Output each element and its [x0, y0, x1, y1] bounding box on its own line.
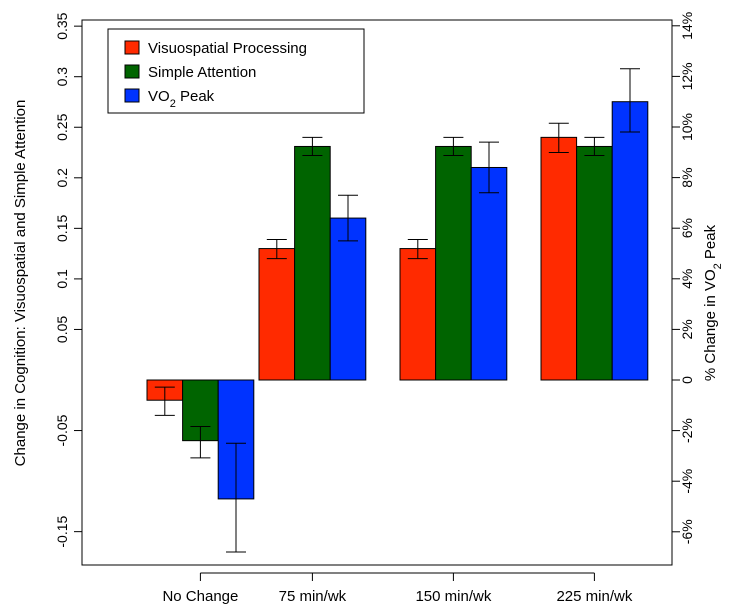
legend-entry-text: Simple Attention — [148, 64, 256, 81]
legend-swatch — [124, 64, 140, 79]
left-axis-title: Change in Cognition: Visuospatial and Si… — [12, 100, 29, 467]
bar — [576, 145, 613, 381]
right-axis-tick-label: 12% — [679, 62, 695, 90]
right-axis-title-suffix: Peak — [702, 224, 719, 263]
plot-area — [146, 68, 649, 553]
right-axis-tick-label: 10% — [679, 113, 695, 141]
axes: -0.15 -0.05 0.05 0.1 0.15 0.2 0.25 0.3 0.35 -6% -4… — [54, 12, 695, 605]
x-axis-category-label: 150 min/wk — [415, 588, 491, 605]
bar — [258, 248, 296, 381]
right-axis-tick-label: 0 — [679, 376, 695, 384]
legend-box — [107, 28, 365, 114]
left-axis-tick-label: 0.3 — [54, 67, 70, 87]
right-axis-tick-label: 14% — [679, 12, 695, 40]
left-axis-tick-label: 0.2 — [54, 168, 70, 188]
right-axis-title: % Change in VO2 Peak — [702, 224, 724, 381]
left-axis-tick-label: 0.15 — [54, 215, 70, 242]
legend: Visuospatial Processing Simple Attention V… — [107, 28, 365, 114]
right-axis-title-subscript: 2 — [712, 263, 724, 269]
left-axis-tick-label: -0.15 — [54, 515, 70, 547]
left-axis-tick-label: 0.05 — [54, 316, 70, 343]
bar — [540, 136, 578, 381]
x-axis-category-label: 75 min/wk — [279, 588, 347, 605]
right-axis-tick-label: 8% — [679, 167, 695, 187]
x-axis-category-label: No Change — [162, 588, 238, 605]
legend-entry-suffix: Peak — [176, 88, 215, 105]
legend-entry-label: Simple Attention — [148, 64, 256, 81]
legend-swatch — [124, 88, 140, 103]
bar — [294, 145, 331, 381]
left-axis-tick-label: -0.05 — [54, 414, 70, 446]
left-axis-tick-label: 0.35 — [54, 12, 70, 39]
right-axis-tick-label: 4% — [679, 269, 695, 289]
legend-entry-text: Visuospatial Processing — [148, 40, 307, 57]
left-axis-tick-label: 0.1 — [54, 269, 70, 289]
bar — [435, 145, 472, 381]
right-axis-tick-label: -6% — [679, 519, 695, 544]
right-axis-tick-label: -4% — [679, 469, 695, 494]
right-axis-tick-label: 2% — [679, 319, 695, 339]
legend-entry-subscript: 2 — [170, 98, 176, 110]
bar — [470, 166, 508, 381]
left-axis-tick-label: 0.25 — [54, 113, 70, 140]
legend-entry-label: Visuospatial Processing — [148, 40, 307, 57]
right-axis-tick-label: 6% — [679, 218, 695, 238]
plot-frame — [81, 19, 673, 566]
right-axis-title-main: % Change in VO — [702, 269, 719, 381]
bar — [611, 101, 649, 381]
bar — [399, 248, 437, 381]
legend-entry-text: VO — [148, 88, 170, 105]
legend-swatch — [124, 40, 140, 55]
right-axis-tick-label: -2% — [679, 418, 695, 443]
x-axis-category-label: 225 min/wk — [556, 588, 632, 605]
bar — [329, 217, 367, 381]
legend-entry-label: VO2 Peak — [148, 88, 215, 110]
